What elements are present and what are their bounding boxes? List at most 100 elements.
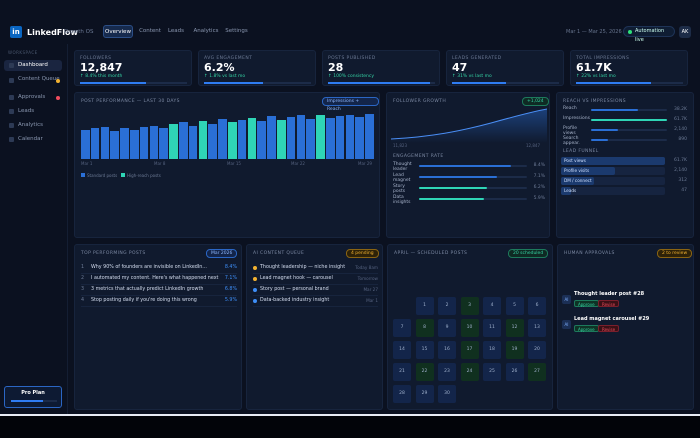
- queue-item[interactable]: Data-backed industry insight Mar 1: [253, 296, 378, 307]
- avatar[interactable]: AK: [679, 26, 691, 38]
- revise-button[interactable]: Revise: [598, 300, 620, 307]
- sidebar-item-dashboard[interactable]: Dashboard: [4, 60, 62, 71]
- tab-analytics[interactable]: Analytics: [193, 28, 219, 34]
- x-tick-label: Mar 22: [291, 161, 305, 166]
- reach-bar-fill: [591, 119, 667, 121]
- calendar-day[interactable]: 26: [505, 363, 524, 381]
- top-post-row[interactable]: 1 Why 90% of founders are invisible on Li…: [81, 263, 237, 274]
- sidebar-item-calendar[interactable]: Calendar: [4, 134, 62, 145]
- automation-status-label: Automation live: [635, 28, 665, 43]
- pro-plan-card[interactable]: Pro Plan: [4, 386, 62, 408]
- legend-swatch-icon: [81, 173, 85, 177]
- calendar-day[interactable]: 18: [483, 341, 501, 359]
- engagement-label: Lead magnet: [393, 173, 411, 183]
- sidebar-item-analytics[interactable]: Analytics: [4, 120, 62, 131]
- calendar-day[interactable]: 30: [438, 385, 456, 403]
- bar: [326, 117, 335, 159]
- calendar-day[interactable]: 13: [528, 319, 546, 337]
- reach-bar: [591, 119, 667, 121]
- bar: [365, 113, 374, 159]
- queue-title: Thought leadership — niche insight: [260, 265, 346, 270]
- queue-meta: Today 8am: [355, 265, 378, 270]
- kpi-value: 6.2%: [204, 61, 235, 74]
- queue-item[interactable]: Thought leadership — niche insight Today …: [253, 263, 378, 274]
- calendar-day[interactable]: 19: [505, 341, 524, 359]
- calendar-day[interactable]: 6: [528, 297, 546, 315]
- calendar-day[interactable]: 17: [460, 341, 479, 359]
- bar: [130, 130, 139, 159]
- reach-bar: [591, 129, 667, 131]
- calendar-day[interactable]: 12: [505, 319, 524, 337]
- calendar-day[interactable]: 21: [393, 363, 411, 381]
- tab-settings[interactable]: Settings: [225, 28, 248, 34]
- calendar-day[interactable]: 27: [528, 363, 546, 381]
- kpi-label: TOTAL IMPRESSIONS: [576, 56, 630, 61]
- calendar-day[interactable]: 5: [505, 297, 524, 315]
- calendar-day[interactable]: 20: [528, 341, 546, 359]
- automation-status[interactable]: Automation live: [623, 26, 675, 43]
- calendar-day[interactable]: 14: [393, 341, 411, 359]
- revise-button[interactable]: Revise: [598, 325, 620, 332]
- top-post-row[interactable]: 3 3 metrics that actually predict LinkedI…: [81, 285, 237, 296]
- kpi-change: ↑ 31% vs last mo: [452, 74, 492, 79]
- bar: [267, 116, 276, 159]
- sidebar-item-label: Approvals: [18, 94, 46, 100]
- legend-label: Standard posts: [87, 173, 118, 178]
- reach-label: Impressions: [563, 116, 590, 121]
- kpi-value: 12,847: [80, 61, 123, 74]
- approve-button[interactable]: Approve: [574, 325, 599, 332]
- sidebar-item-label: Calendar: [18, 136, 43, 142]
- bar: [237, 119, 247, 159]
- tab-content[interactable]: Content: [139, 28, 161, 34]
- sidebar-item-label: Content Queue: [18, 76, 60, 82]
- calendar-day[interactable]: 22: [415, 363, 434, 381]
- notification-dot-icon: [56, 96, 60, 100]
- queue-meta: Mar 1: [366, 298, 378, 303]
- bar: [81, 130, 90, 159]
- reach-bar-fill: [591, 129, 619, 131]
- month-badge[interactable]: Mar 2026: [206, 249, 238, 258]
- scheduled-badge: 20 scheduled: [508, 249, 549, 258]
- tab-overview[interactable]: Overview: [103, 25, 133, 38]
- calendar-day[interactable]: 24: [460, 363, 479, 381]
- calendar-day[interactable]: 3: [460, 297, 479, 315]
- top-post-row[interactable]: 2 I automated my content. Here's what hap…: [81, 274, 237, 285]
- calendar-day[interactable]: 15: [415, 341, 434, 359]
- calendar-day[interactable]: 1: [415, 297, 434, 315]
- bar: [139, 126, 149, 159]
- calendar-day[interactable]: 7: [393, 319, 411, 337]
- approval-title: Lead magnet carousel #29: [574, 316, 650, 322]
- calendar-day[interactable]: 23: [438, 363, 456, 381]
- date-range[interactable]: Mar 1 — Mar 25, 2026: [566, 29, 622, 35]
- queue-meta: Mar 27: [363, 287, 378, 292]
- reach-bar: [591, 109, 667, 111]
- sidebar-item-leads[interactable]: Leads: [4, 106, 62, 117]
- bar: [169, 124, 178, 159]
- sidebar-item-content-queue[interactable]: Content Queue: [4, 75, 62, 88]
- kpi-progress-fill: [80, 82, 147, 84]
- queue-item[interactable]: Story post — personal brand Mar 27: [253, 285, 378, 296]
- sidebar-item-label: Dashboard: [18, 62, 48, 68]
- reach-bar-fill: [591, 109, 639, 111]
- sidebar-item-approvals[interactable]: Approvals: [4, 92, 62, 103]
- kpi-progress-fill: [204, 82, 263, 84]
- calendar-day[interactable]: 9: [438, 319, 456, 337]
- calendar-day[interactable]: 25: [483, 363, 501, 381]
- calendar-day[interactable]: 4: [483, 297, 501, 315]
- calendar-day[interactable]: 11: [483, 319, 501, 337]
- approve-button[interactable]: Approve: [574, 300, 599, 307]
- funnel-fill: [561, 177, 595, 185]
- queue-item[interactable]: Lead magnet hook — carousel Tomorrow: [253, 274, 378, 285]
- calendar-day[interactable]: 8: [415, 319, 434, 337]
- funnel-row: DM / connect: [561, 177, 665, 185]
- post-title: Why 90% of founders are invisible on Lin…: [91, 265, 207, 270]
- tab-leads[interactable]: Leads: [167, 28, 185, 34]
- top-post-row[interactable]: 4 Stop posting daily if you're doing this…: [81, 296, 237, 307]
- calendar-day[interactable]: 10: [460, 319, 479, 337]
- calendar-day[interactable]: 28: [393, 385, 411, 403]
- calendar-day[interactable]: 29: [415, 385, 434, 403]
- bar: [355, 117, 364, 159]
- calendar-day[interactable]: 16: [438, 341, 456, 359]
- metric-toggle-badge[interactable]: Impressions + Reach: [322, 97, 379, 112]
- calendar-day[interactable]: 2: [438, 297, 456, 315]
